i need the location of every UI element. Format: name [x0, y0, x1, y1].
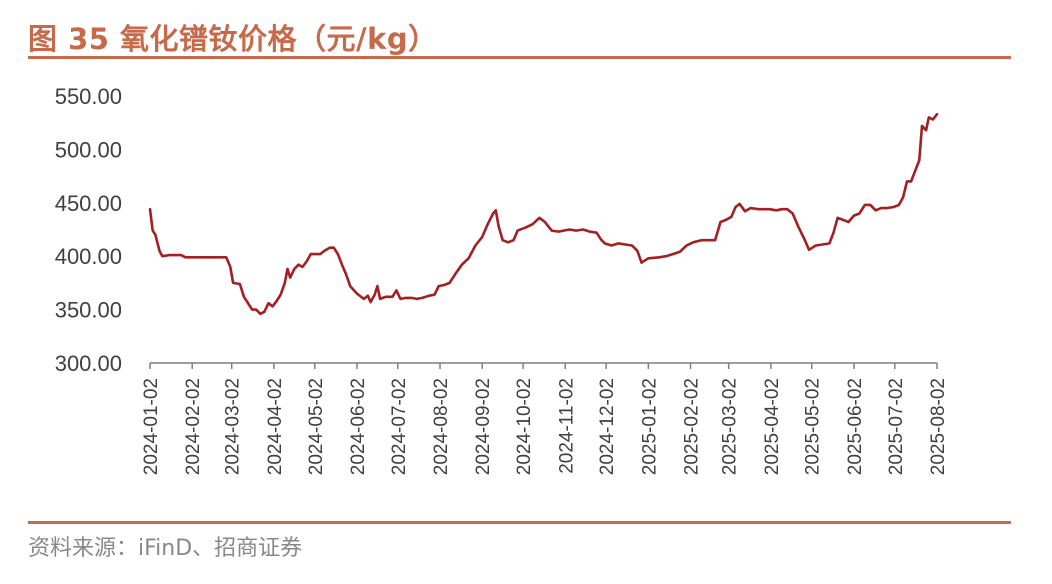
x-tick-label: 2024-12-02 — [597, 378, 618, 475]
x-tick-label: 2024-04-02 — [265, 378, 286, 475]
x-tick-label: 2024-01-02 — [141, 378, 162, 475]
y-tick-label: 300.00 — [55, 351, 122, 376]
x-tick-label: 2025-01-02 — [639, 378, 660, 475]
chart-title: 图 35 氧化镨钕价格（元/kg） — [28, 22, 438, 56]
price-series-line — [148, 112, 939, 316]
y-axis: 550.00 500.00 450.00 400.00 350.00 300.00 — [55, 84, 122, 376]
x-tick-label: 2024-08-02 — [431, 378, 452, 475]
x-tick-label: 2025-02-02 — [682, 378, 703, 475]
y-tick-label: 450.00 — [55, 191, 122, 216]
x-tick-label: 2025-05-02 — [803, 378, 824, 475]
x-tick-label: 2025-07-02 — [886, 378, 907, 475]
source-rule — [28, 521, 1011, 524]
x-tick-label: 2024-02-02 — [183, 378, 204, 475]
x-tick-label: 2025-06-02 — [845, 378, 866, 475]
x-tick-label: 2025-04-02 — [762, 378, 783, 475]
x-tick-label: 2025-03-02 — [720, 378, 741, 475]
plot-area — [148, 112, 939, 316]
x-tick-label: 2024-05-02 — [306, 378, 327, 475]
x-tick-label: 2024-06-02 — [348, 378, 369, 475]
y-tick-label: 550.00 — [55, 84, 122, 109]
x-tick-label: 2024-11-02 — [556, 378, 577, 474]
x-tick-label: 2024-10-02 — [514, 378, 535, 475]
x-tick-label: 2024-03-02 — [223, 378, 244, 475]
x-tick-label: 2024-07-02 — [389, 378, 410, 475]
source-note: 资料来源：iFinD、招商证券 — [28, 536, 303, 561]
y-tick-label: 400.00 — [55, 244, 122, 269]
x-tick-label: 2024-09-02 — [473, 378, 494, 475]
x-tick-label: 2025-08-02 — [928, 378, 949, 475]
y-tick-label: 500.00 — [55, 137, 122, 162]
y-tick-label: 350.00 — [55, 298, 122, 323]
title-rule — [28, 56, 1011, 59]
x-axis: 2024-01-02 2024-02-02 2024-03-02 2024-04-02… — [141, 362, 949, 475]
